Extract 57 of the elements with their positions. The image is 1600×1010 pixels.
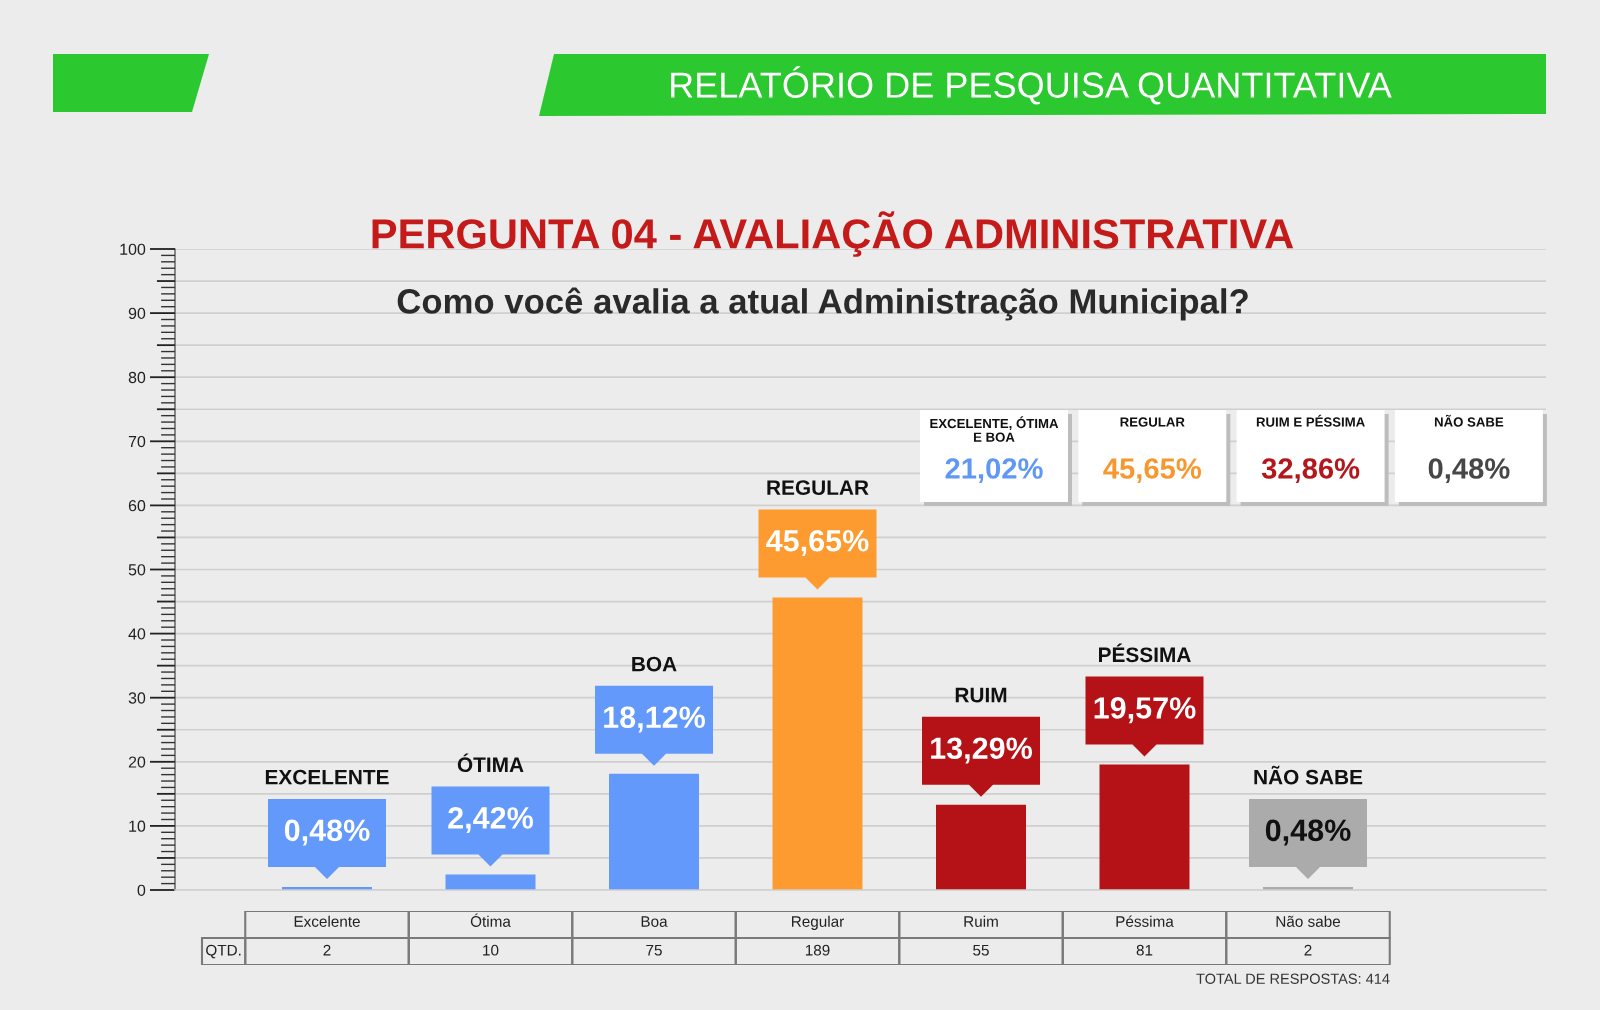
bar	[1099, 764, 1190, 890]
data-label: 0,48%	[284, 819, 370, 846]
y-tick-label: 100	[120, 243, 146, 255]
annotation: REGULAR	[1120, 417, 1185, 427]
x-tick-label: Péssima	[1116, 915, 1174, 927]
annotation: ÓTIMA	[457, 753, 524, 773]
text: 55	[973, 944, 989, 956]
bar	[772, 597, 863, 890]
y-tick-label: 90	[128, 307, 146, 320]
y-tick-label: 50	[128, 564, 146, 576]
annotation: NÃO SABE	[1254, 765, 1363, 785]
text: RELATÓRIO DE PESQUISA QUANTITATIVA	[671, 66, 1392, 105]
text: 81	[1136, 944, 1153, 956]
x-tick-label: Regular	[792, 915, 844, 930]
text: 2	[323, 944, 331, 956]
bar	[445, 874, 536, 890]
y-tick-label: 70	[128, 435, 146, 448]
text: Como você avalia a atual Administração Municipal?	[397, 287, 1248, 321]
annotation: EXCELENTE, ÓTIMA E BOA	[930, 416, 1059, 442]
annotation: EXCELENTE	[265, 769, 389, 785]
annotation: RUIM	[955, 687, 1007, 703]
y-tick-label: 30	[128, 692, 146, 704]
text: NÃO SABE	[1434, 414, 1504, 427]
annotation: RUIM E PÉSSIMA	[1256, 414, 1365, 427]
text: 189	[805, 944, 830, 956]
annotation: 21,02%	[945, 458, 1043, 484]
x-tick-label: Ótima	[470, 913, 511, 927]
x-tick-label: Excelente	[294, 915, 360, 927]
y-tick-label: 80	[128, 371, 146, 384]
data-label: 45,65%	[766, 529, 869, 557]
text: 0,48%	[1428, 458, 1510, 484]
data-label: 0,48%	[1265, 819, 1351, 846]
text: QTD.	[206, 944, 241, 959]
bar	[936, 804, 1026, 890]
text: TOTAL DE RESPOSTAS: 414	[1196, 973, 1390, 984]
x-tick-label: Ruim	[964, 915, 998, 927]
y-tick-label: 10	[129, 820, 146, 832]
annotation: 32,86%	[1261, 458, 1360, 484]
data-label: 2,42%	[448, 807, 534, 834]
text: 75	[646, 944, 662, 956]
annotation: 45,65%	[1103, 458, 1201, 484]
y-tick-label: 0	[137, 884, 146, 896]
y-tick-label: 60	[128, 500, 146, 512]
annotation: REGULAR	[767, 480, 869, 495]
text: 2	[1304, 944, 1312, 956]
y-tick-label: 40	[128, 628, 146, 640]
annotation: PÉSSIMA	[1099, 643, 1191, 663]
annotation: BOA	[632, 656, 677, 672]
x-tick-label: Boa	[641, 916, 668, 927]
data-label: 13,29%	[931, 737, 1033, 764]
chart-title: PERGUNTA 04 - AVALIAÇÃO ADMINISTRATIVA	[372, 211, 1294, 257]
data-label: 19,57%	[1094, 697, 1196, 724]
bar	[609, 773, 699, 890]
text: 10	[483, 944, 499, 956]
data-label: 18,12%	[604, 706, 706, 733]
x-tick-label: Não sabe	[1276, 915, 1341, 927]
y-tick-label: 20	[128, 756, 146, 768]
